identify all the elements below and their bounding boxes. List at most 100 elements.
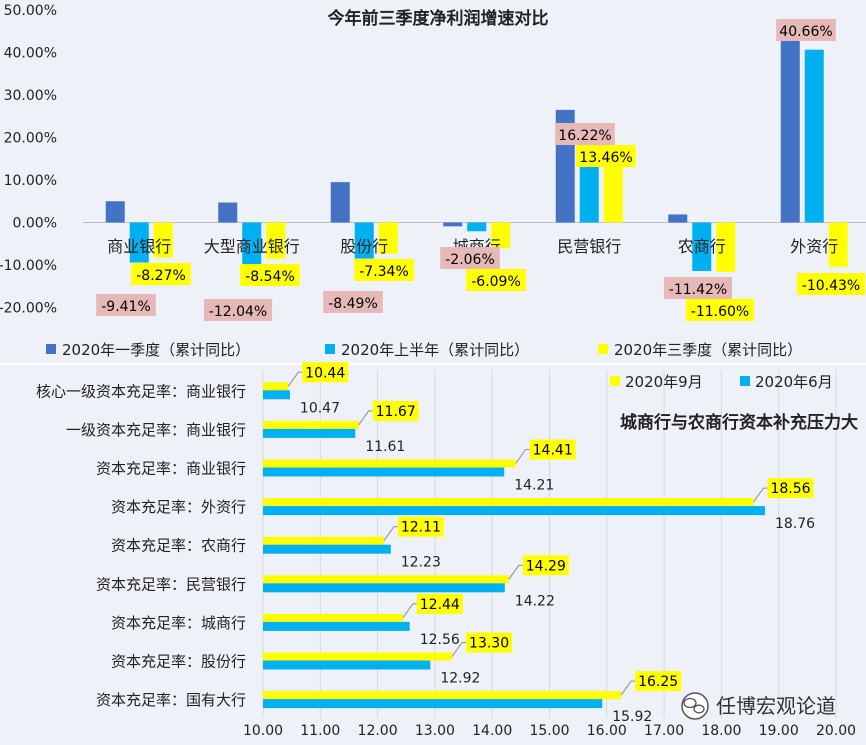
bar-q3 — [716, 222, 736, 272]
x-tick-label: 11.00 — [300, 723, 340, 739]
bar-q1 — [105, 201, 125, 223]
bar-q3 — [153, 222, 173, 258]
leader-line — [508, 564, 523, 580]
y-tick-label: -10.00% — [0, 258, 57, 274]
leader-line — [287, 371, 303, 387]
data-label-h1: -8.49% — [328, 296, 378, 312]
bar-sep — [263, 420, 359, 429]
y-tick-label: -20.00% — [0, 301, 57, 317]
data-label-jun: 12.56 — [420, 632, 460, 648]
data-label-h1-bg — [440, 247, 500, 269]
y-tick-label: 40.00% — [4, 46, 57, 62]
data-label-sep: 18.56 — [770, 481, 810, 497]
data-label-h1: -11.42% — [669, 282, 727, 298]
chart-title-capital-adequacy: 城商行与农商行资本补充压力大 — [620, 412, 858, 433]
wechat-icon — [681, 692, 709, 720]
bar-jun — [263, 544, 391, 554]
data-label-q3-bg — [131, 263, 191, 285]
bar-q1 — [218, 202, 238, 223]
y-tick-label: 30.00% — [4, 88, 57, 104]
bar-jun — [263, 390, 290, 400]
data-label-q3: -8.27% — [136, 268, 186, 284]
x-tick-label: 10.00 — [243, 723, 283, 739]
bar-h1 — [467, 222, 487, 232]
x-tick-label: 19.00 — [759, 723, 799, 739]
data-label-sep: 12.11 — [401, 520, 441, 536]
bar-q1 — [443, 222, 463, 227]
leader-line — [358, 410, 373, 426]
category-label: 资本充足率：商业银行 — [96, 460, 246, 478]
data-label-sep: 14.29 — [526, 558, 566, 574]
y-tick-label: 50.00% — [4, 3, 57, 19]
leader-line — [620, 680, 636, 696]
bar-sep — [263, 575, 509, 584]
bar-q3 — [828, 222, 848, 267]
bar-q1 — [780, 37, 800, 223]
data-label-sep: 10.44 — [305, 365, 345, 381]
data-label-q3: -11.60% — [691, 304, 749, 320]
bar-jun — [263, 621, 410, 631]
data-label-q3: -6.09% — [471, 274, 521, 290]
bar-q3 — [378, 222, 398, 254]
legend-label: 2020年上半年（累计同比） — [341, 341, 529, 359]
leader-line — [451, 642, 467, 657]
watermark-text: 任博宏观论道 — [716, 694, 836, 718]
data-label-q3: -8.54% — [245, 269, 295, 285]
category-label: 资本充足率：农商行 — [111, 537, 246, 555]
data-label-jun: 10.47 — [300, 400, 340, 416]
bar-q1 — [330, 182, 350, 223]
x-tick-label: 18.00 — [701, 723, 741, 739]
bar-sep — [263, 459, 516, 468]
bar-h1 — [129, 222, 149, 263]
legend-swatch — [610, 376, 620, 386]
bar-sep — [263, 691, 622, 700]
data-label-h1-bg — [323, 291, 383, 313]
bar-sep — [263, 498, 754, 507]
data-label-sep: 14.41 — [533, 443, 573, 459]
bar-jun — [263, 467, 505, 477]
category-label: 大型商业银行 — [204, 237, 300, 256]
bar-sep — [263, 382, 289, 391]
chart-title-profit-growth: 今年前三季度净利润增速对比 — [328, 8, 549, 29]
data-label-sep-bg — [397, 516, 444, 537]
data-label-q3-bg — [685, 299, 755, 321]
category-label: 一级资本充足率：商业银行 — [66, 421, 246, 439]
data-label-sep-bg — [767, 478, 814, 499]
data-label-sep-bg — [466, 632, 513, 653]
data-label-jun: 12.92 — [440, 671, 480, 687]
data-label-h1: -9.41% — [101, 299, 151, 315]
data-label-h1-bg — [555, 123, 615, 145]
data-label-sep-bg — [416, 593, 463, 614]
data-label-h1-bg — [96, 294, 156, 316]
bar-jun — [263, 428, 356, 438]
legend-swatch — [325, 344, 335, 354]
data-label-h1-bg — [203, 299, 273, 321]
category-label: 股份行 — [340, 237, 388, 256]
data-label-jun: 11.61 — [365, 439, 405, 455]
data-label-sep: 12.44 — [420, 597, 460, 613]
legend-label: 2020年三季度（累计同比） — [614, 341, 802, 359]
y-tick-label: 0.00% — [13, 216, 57, 232]
bar-h1 — [804, 49, 824, 223]
leader-line — [402, 603, 417, 619]
data-label-h1-bg — [663, 277, 733, 299]
x-tick-label: 14.00 — [472, 723, 512, 739]
data-label-q3-bg — [354, 259, 414, 281]
data-label-jun: 15.92 — [612, 709, 652, 725]
data-label-jun: 12.23 — [401, 555, 441, 571]
data-label-q3: -7.34% — [359, 264, 409, 280]
bar-h1 — [242, 222, 262, 274]
bar-sep — [263, 652, 453, 661]
bar-q3 — [603, 165, 623, 223]
legend-swatch — [740, 376, 750, 386]
x-tick-label: 16.00 — [587, 723, 627, 739]
x-tick-label: 13.00 — [415, 723, 455, 739]
legend-label: 2020年9月 — [625, 373, 703, 391]
data-label-jun: 14.21 — [514, 478, 554, 494]
legend-label: 2020年6月 — [755, 373, 833, 391]
data-label-q3-bg — [466, 269, 526, 291]
data-label-sep-bg — [529, 439, 576, 460]
data-label-h1: -12.04% — [209, 304, 267, 320]
category-label: 商业银行 — [107, 237, 171, 256]
